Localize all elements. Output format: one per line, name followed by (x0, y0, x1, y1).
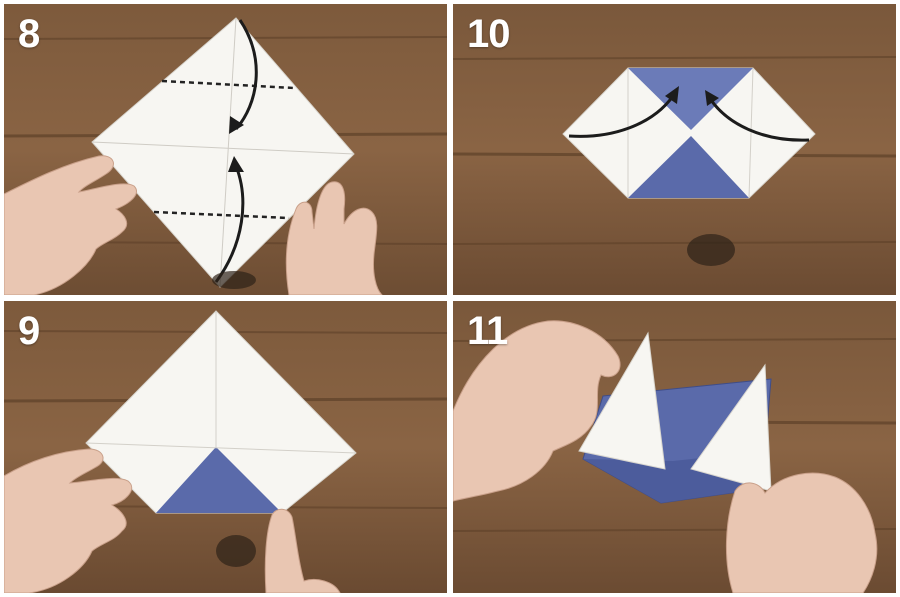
step-number: 11 (467, 309, 508, 353)
fold-arrow-down (229, 19, 258, 134)
paper-pentagon (85, 310, 357, 514)
right-hand (285, 181, 383, 295)
step-11-panel: 11 (453, 301, 896, 593)
step-9-panel: 9 (4, 301, 447, 593)
step-number: 8 (18, 12, 40, 56)
right-hand (264, 508, 341, 593)
step-number: 9 (18, 309, 40, 353)
left-hand (453, 320, 621, 502)
fold-arrow-right (705, 90, 810, 142)
step-10-photo (453, 4, 896, 295)
paper-hexagon (562, 67, 816, 199)
step-8-photo (4, 4, 447, 295)
fold-arrow-up (214, 156, 245, 283)
right-hand (725, 472, 878, 593)
left-hand (4, 448, 133, 593)
step-10-panel: 10 (453, 4, 896, 295)
step-11-photo (453, 301, 896, 593)
step-number: 10 (467, 12, 510, 56)
left-hand (4, 155, 137, 295)
step-9-photo (4, 301, 447, 593)
fold-arrow-left (568, 86, 679, 138)
step-8-panel: 8 (4, 4, 447, 295)
paper-boat (578, 331, 772, 504)
paper-square (91, 17, 355, 288)
